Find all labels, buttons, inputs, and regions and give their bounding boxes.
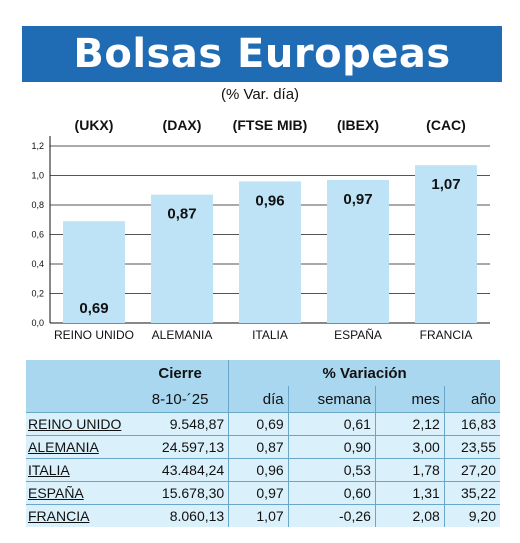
name-col-subheader [26,386,132,413]
row-semana: 0,53 [287,458,376,482]
row-mes: 2,12 [374,412,445,436]
data-label: 0,69 [79,300,108,317]
table-header-row: Cierre % Variación [26,360,500,386]
col-ano-header: año [443,386,500,413]
row-dia: 0,69 [228,412,289,436]
y-tick-label: 0,8 [31,200,44,210]
data-label: 1,07 [431,176,460,193]
variacion-header: % Variación [228,360,500,386]
row-ano: 23,55 [443,435,500,459]
index-label: (DAX) [163,117,202,133]
table-body: REINO UNIDO 9.548,87 0,69 0,61 2,12 16,83 ALEM… [26,412,500,527]
row-ano: 27,20 [443,458,500,482]
col-dia-header: día [228,386,289,413]
row-semana: -0,26 [287,504,376,527]
page-title: Bolsas Europeas [22,26,502,82]
row-cierre: 9.548,87 [132,412,229,436]
data-label: 0,97 [343,191,372,208]
row-ano: 16,83 [443,412,500,436]
table-row: FRANCIA 8.060,13 1,07 -0,26 2,08 9,20 [26,504,500,527]
chart-subtitle: (% Var. día) [220,86,300,103]
y-tick-label: 1,2 [31,141,44,151]
index-table: Cierre % Variación 8-10-´25 día semana m… [26,360,500,527]
index-label: (IBEX) [337,117,379,133]
table-row: ALEMANIA 24.597,13 0,87 0,90 3,00 23,55 [26,435,500,459]
row-cierre: 24.597,13 [132,435,229,459]
data-label: 0,87 [167,206,196,223]
row-mes: 1,31 [374,481,445,505]
row-name: REINO UNIDO [26,412,132,436]
bar [63,221,125,323]
index-label: (FTSE MIB) [233,117,308,133]
bar [327,179,389,323]
table-row: REINO UNIDO 9.548,87 0,69 0,61 2,12 16,83 [26,412,500,436]
x-tick-label: FRANCIA [420,328,473,342]
index-label: (CAC) [426,117,466,133]
row-mes: 3,00 [374,435,445,459]
x-tick-label: ESPAÑA [334,328,382,342]
y-tick-label: 0,4 [31,259,44,269]
cierre-date: 8-10-´25 [132,386,229,413]
cierre-header: Cierre [132,360,229,386]
x-tick-label: REINO UNIDO [54,328,134,342]
row-semana: 0,61 [287,412,376,436]
y-tick-label: 1,0 [31,171,44,181]
row-ano: 35,22 [443,481,500,505]
row-dia: 1,07 [228,504,289,527]
x-tick-label: ITALIA [252,328,288,342]
index-label: (UKX) [75,117,114,133]
row-mes: 2,08 [374,504,445,527]
y-tick-label: 0,6 [31,230,44,240]
table-row: ESPAÑA 15.678,30 0,97 0,60 1,31 35,22 [26,481,500,505]
row-name: ESPAÑA [26,481,132,505]
row-ano: 9,20 [443,504,500,527]
row-dia: 0,87 [228,435,289,459]
row-dia: 0,97 [228,481,289,505]
bar [239,181,301,323]
table-row: ITALIA 43.484,24 0,96 0,53 1,78 27,20 [26,458,500,482]
row-name: FRANCIA [26,504,132,527]
row-dia: 0,96 [228,458,289,482]
row-semana: 0,90 [287,435,376,459]
table-subheader-row: 8-10-´25 día semana mes año [26,386,500,413]
y-tick-label: 0,2 [31,289,44,299]
data-label: 0,96 [255,192,284,209]
row-semana: 0,60 [287,481,376,505]
row-cierre: 43.484,24 [132,458,229,482]
row-cierre: 8.060,13 [132,504,229,527]
name-col-header [26,360,132,386]
y-tick-label: 0,0 [31,318,44,328]
col-semana-header: semana [287,386,376,413]
row-mes: 1,78 [374,458,445,482]
x-tick-label: ALEMANIA [152,328,213,342]
bar [151,194,213,323]
bar [415,165,477,323]
row-name: ITALIA [26,458,132,482]
row-name: ALEMANIA [26,435,132,459]
bar-chart: 0,0 0,2 0,4 0,6 0,8 1,0 1,2 0,69 REINO UNIDO (UKX… [31,117,490,342]
row-cierre: 15.678,30 [132,481,229,505]
col-mes-header: mes [374,386,445,413]
